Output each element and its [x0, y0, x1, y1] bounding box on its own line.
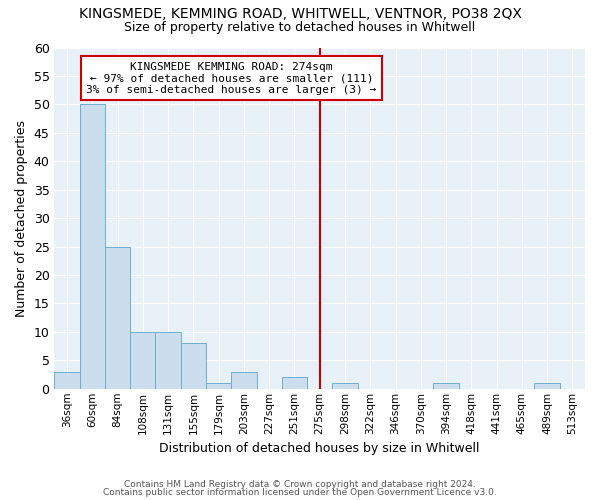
Bar [206, 383, 231, 389]
Bar [105, 246, 130, 389]
Text: KINGSMEDE KEMMING ROAD: 274sqm
← 97% of detached houses are smaller (111)
3% of : KINGSMEDE KEMMING ROAD: 274sqm ← 97% of … [86, 62, 376, 95]
X-axis label: Distribution of detached houses by size in Whitwell: Distribution of detached houses by size … [160, 442, 480, 455]
Bar [181, 344, 206, 389]
Bar [130, 332, 155, 389]
Bar [282, 378, 307, 389]
Bar [433, 383, 458, 389]
Text: KINGSMEDE, KEMMING ROAD, WHITWELL, VENTNOR, PO38 2QX: KINGSMEDE, KEMMING ROAD, WHITWELL, VENTN… [79, 8, 521, 22]
Text: Size of property relative to detached houses in Whitwell: Size of property relative to detached ho… [124, 21, 476, 34]
Bar [55, 372, 80, 389]
Bar [155, 332, 181, 389]
Y-axis label: Number of detached properties: Number of detached properties [15, 120, 28, 316]
Text: Contains public sector information licensed under the Open Government Licence v3: Contains public sector information licen… [103, 488, 497, 497]
Bar [535, 383, 560, 389]
Text: Contains HM Land Registry data © Crown copyright and database right 2024.: Contains HM Land Registry data © Crown c… [124, 480, 476, 489]
Bar [80, 104, 105, 389]
Bar [231, 372, 257, 389]
Bar [332, 383, 358, 389]
